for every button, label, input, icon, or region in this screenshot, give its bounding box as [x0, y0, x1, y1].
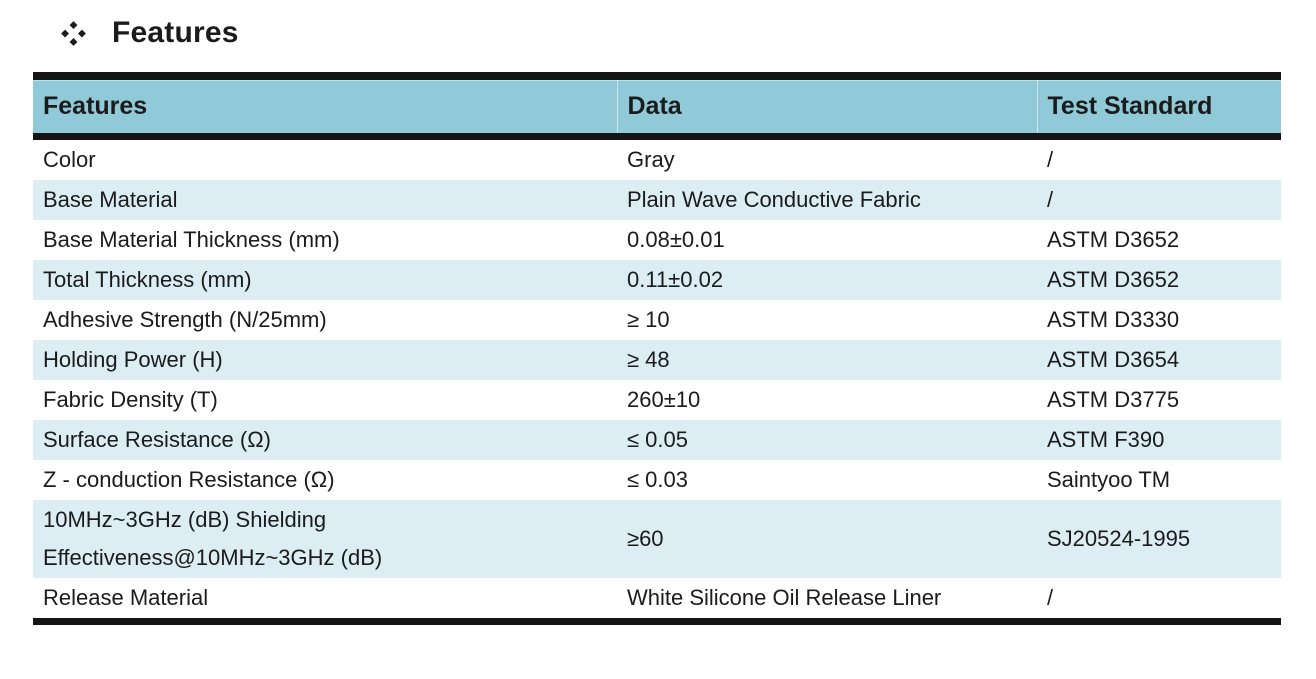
feature-cell: Adhesive Strength (N/25mm): [43, 306, 327, 332]
section-title: Features: [60, 16, 239, 50]
feature-cell: Release Material: [43, 584, 209, 610]
table-row: Fabric Density (T) 260±10 ASTM D3775: [33, 380, 1281, 420]
standard-cell: SJ20524-1995: [1037, 499, 1281, 578]
table-row: Total Thickness (mm) 0.11±0.02 ASTM D365…: [33, 259, 1281, 300]
column-header-features: Features: [33, 76, 617, 140]
table-row: Z - conduction Resistance (Ω) ≤ 0.03 Sai…: [33, 460, 1281, 500]
feature-cell: Total Thickness (mm): [33, 259, 617, 300]
table-row: Color Gray /: [33, 136, 1281, 180]
feature-cell: Holding Power (H): [33, 339, 617, 380]
table-row: Surface Resistance (Ω) ≤ 0.05 ASTM F390: [33, 419, 1281, 460]
table-row: Base Material Thickness (mm) 0.08±0.01 A…: [33, 220, 1281, 260]
data-cell: White Silicone Oil Release Liner: [627, 584, 942, 610]
section-title-text: Features: [112, 16, 239, 49]
features-table: Features Data Test Standard Color Gray /…: [33, 72, 1281, 625]
data-cell: 0.11±0.02: [617, 259, 1037, 300]
standard-cell: /: [1047, 584, 1054, 610]
feature-cell: Base Material: [33, 179, 617, 220]
table-row: Release Material White Silicone Oil Rele…: [33, 578, 1281, 622]
data-cell: 260±10: [627, 386, 701, 412]
feature-cell: Z - conduction Resistance (Ω): [43, 466, 335, 492]
feature-cell: Fabric Density (T): [43, 386, 218, 412]
column-header-test-standard: Test Standard: [1036, 76, 1281, 140]
column-header-data: Data: [616, 76, 1037, 140]
standard-cell: ASTM F390: [1037, 419, 1281, 460]
feature-cell: Surface Resistance (Ω): [33, 419, 617, 460]
table-row: Base Material Plain Wave Conductive Fabr…: [33, 179, 1281, 220]
data-cell: ≥60: [617, 499, 1037, 578]
data-cell: Plain Wave Conductive Fabric: [617, 179, 1037, 220]
data-cell: ≤ 0.03: [627, 466, 689, 492]
standard-cell: ASTM D3652: [1037, 259, 1281, 300]
feature-cell: Color: [43, 146, 96, 172]
standard-cell: /: [1047, 146, 1054, 172]
feature-cell: Base Material Thickness (mm): [43, 226, 340, 252]
table-row: Adhesive Strength (N/25mm) ≥ 10 ASTM D33…: [33, 300, 1281, 340]
data-cell: 0.08±0.01: [627, 226, 725, 252]
standard-cell: Saintyoo TM: [1047, 466, 1171, 492]
data-cell: ≤ 0.05: [617, 419, 1037, 460]
standard-cell: ASTM D3775: [1047, 386, 1180, 412]
data-cell: ≥ 48: [617, 339, 1037, 380]
standard-cell: ASTM D3330: [1047, 306, 1180, 332]
four-diamond-bullet-icon: [60, 20, 87, 47]
table-row: Holding Power (H) ≥ 48 ASTM D3654: [33, 339, 1281, 380]
feature-cell: 10MHz~3GHz (dB) Shielding Effectiveness@…: [33, 499, 617, 578]
standard-cell: ASTM D3652: [1047, 226, 1180, 252]
table-row: 10MHz~3GHz (dB) Shielding Effectiveness@…: [33, 499, 1281, 578]
standard-cell: /: [1037, 179, 1281, 220]
table-header-row: Features Data Test Standard: [33, 76, 1281, 140]
data-cell: ≥ 10: [627, 306, 670, 332]
standard-cell: ASTM D3654: [1037, 339, 1281, 380]
data-cell: Gray: [627, 146, 675, 172]
